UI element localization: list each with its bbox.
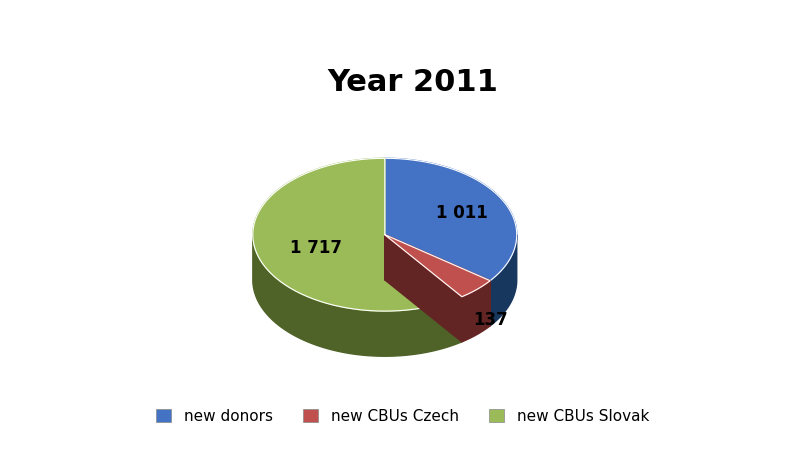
Polygon shape <box>385 158 517 281</box>
Text: 1 717: 1 717 <box>290 239 341 257</box>
Text: Year 2011: Year 2011 <box>327 68 498 97</box>
Polygon shape <box>385 235 490 326</box>
Polygon shape <box>253 158 462 311</box>
Polygon shape <box>385 235 462 342</box>
Polygon shape <box>385 235 490 297</box>
Polygon shape <box>385 235 462 342</box>
Polygon shape <box>385 235 490 326</box>
Polygon shape <box>490 235 517 326</box>
Text: 137: 137 <box>473 311 508 329</box>
Legend: new donors, new CBUs Czech, new CBUs Slovak: new donors, new CBUs Czech, new CBUs Slo… <box>150 403 655 430</box>
Polygon shape <box>253 236 462 356</box>
Text: 1 011: 1 011 <box>436 203 488 221</box>
Polygon shape <box>462 281 490 342</box>
